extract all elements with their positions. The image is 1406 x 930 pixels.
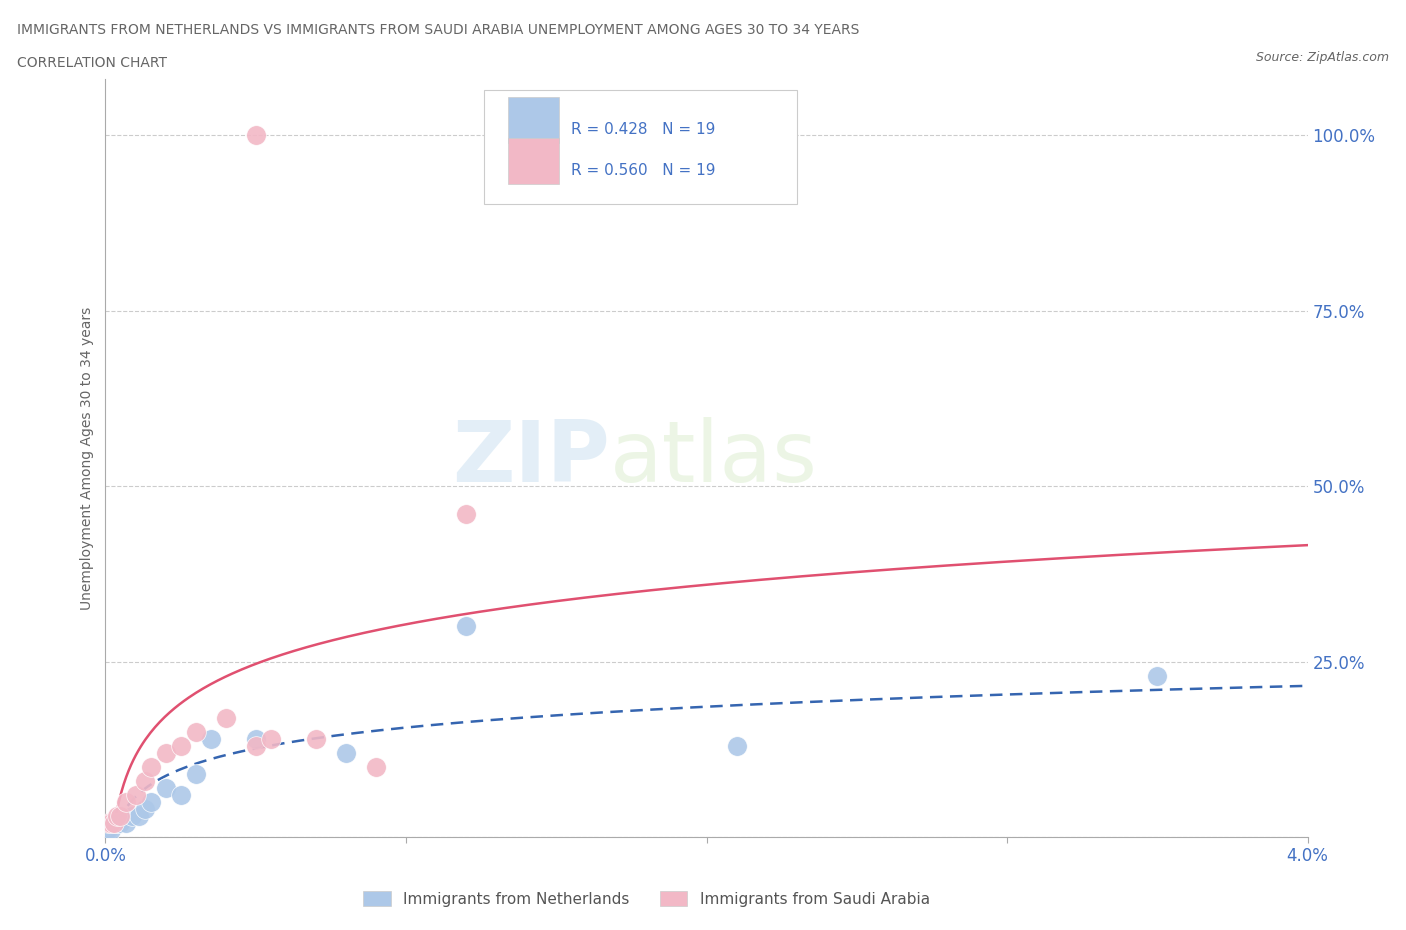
Point [155, 745, 177, 760]
Point [107, 808, 129, 823]
Point [245, 127, 267, 142]
Point [139, 794, 162, 809]
Point [121, 808, 143, 823]
Point [110, 816, 132, 830]
Point [134, 774, 156, 789]
Point [103, 816, 125, 830]
Point [214, 711, 236, 725]
Text: atlas: atlas [610, 417, 818, 499]
Point [100, 816, 122, 830]
Point [725, 738, 748, 753]
FancyBboxPatch shape [508, 98, 558, 143]
Point [200, 731, 222, 746]
Point [155, 780, 177, 795]
Point [97, 822, 120, 837]
Point [100, 822, 122, 837]
Point [115, 794, 138, 809]
Text: IMMIGRANTS FROM NETHERLANDS VS IMMIGRANTS FROM SAUDI ARABIA UNEMPLOYMENT AMONG A: IMMIGRANTS FROM NETHERLANDS VS IMMIGRANT… [17, 23, 859, 37]
Point [184, 766, 207, 781]
Point [245, 731, 267, 746]
Point [97, 816, 120, 830]
Point [139, 760, 162, 775]
FancyBboxPatch shape [484, 90, 797, 204]
Text: ZIP: ZIP [453, 417, 610, 499]
Legend: Immigrants from Netherlands, Immigrants from Saudi Arabia: Immigrants from Netherlands, Immigrants … [357, 884, 936, 912]
Point [1146, 668, 1168, 683]
Point [305, 731, 328, 746]
Point [124, 788, 146, 803]
Point [110, 808, 132, 823]
Point [335, 745, 357, 760]
Point [245, 738, 267, 753]
Y-axis label: Unemployment Among Ages 30 to 34 years: Unemployment Among Ages 30 to 34 years [80, 306, 94, 610]
Point [103, 816, 125, 830]
Point [115, 816, 138, 830]
Point [260, 731, 283, 746]
FancyBboxPatch shape [508, 139, 558, 184]
Point [364, 760, 387, 775]
Text: R = 0.560   N = 19: R = 0.560 N = 19 [571, 164, 716, 179]
Text: CORRELATION CHART: CORRELATION CHART [17, 56, 167, 70]
Point [169, 788, 191, 803]
Point [454, 619, 477, 634]
Point [128, 808, 150, 823]
Text: R = 0.428   N = 19: R = 0.428 N = 19 [571, 123, 716, 138]
Point [107, 816, 129, 830]
Point [184, 724, 207, 739]
Text: Source: ZipAtlas.com: Source: ZipAtlas.com [1256, 51, 1389, 64]
Point [169, 738, 191, 753]
Point [134, 802, 156, 817]
Point [454, 507, 477, 522]
